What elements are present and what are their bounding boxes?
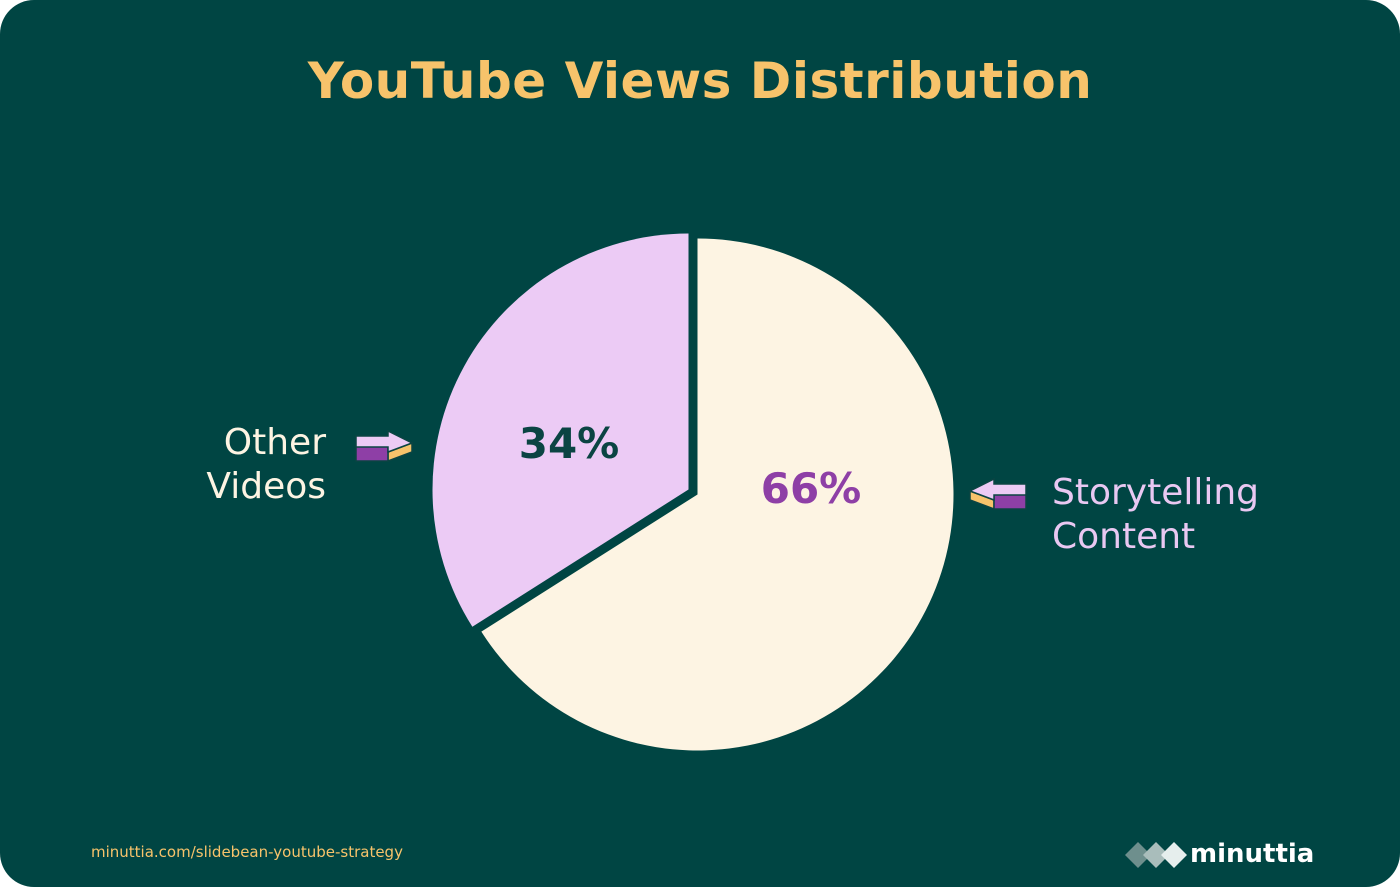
diamond-chain-logo-icon (1125, 842, 1187, 868)
source-url: minuttia.com/slidebean-youtube-strategy (91, 843, 403, 861)
legend-label-storytelling-content: Storytelling Content (1052, 471, 1352, 559)
legend-label-other-line-2: Videos (206, 466, 326, 507)
brand-logo: minuttia (1124, 836, 1324, 872)
legend-label-other-videos: Other Videos (150, 421, 326, 509)
legend-label-story-line-2: Content (1052, 516, 1196, 557)
arrow-right-icon (355, 430, 414, 463)
chart-title: YouTube Views Distribution (307, 52, 1093, 110)
pie-slice-storytelling-content (481, 238, 954, 751)
brand-name: minuttia (1190, 839, 1315, 869)
pct-label-other-videos: 34% (518, 419, 620, 468)
pct-label-storytelling-content: 66% (760, 464, 862, 513)
arrow-left-icon (968, 478, 1027, 511)
legend-label-story-line-1: Storytelling (1052, 472, 1260, 513)
pie-slice-other-videos (432, 233, 689, 627)
legend-label-other-line-1: Other (223, 422, 326, 463)
